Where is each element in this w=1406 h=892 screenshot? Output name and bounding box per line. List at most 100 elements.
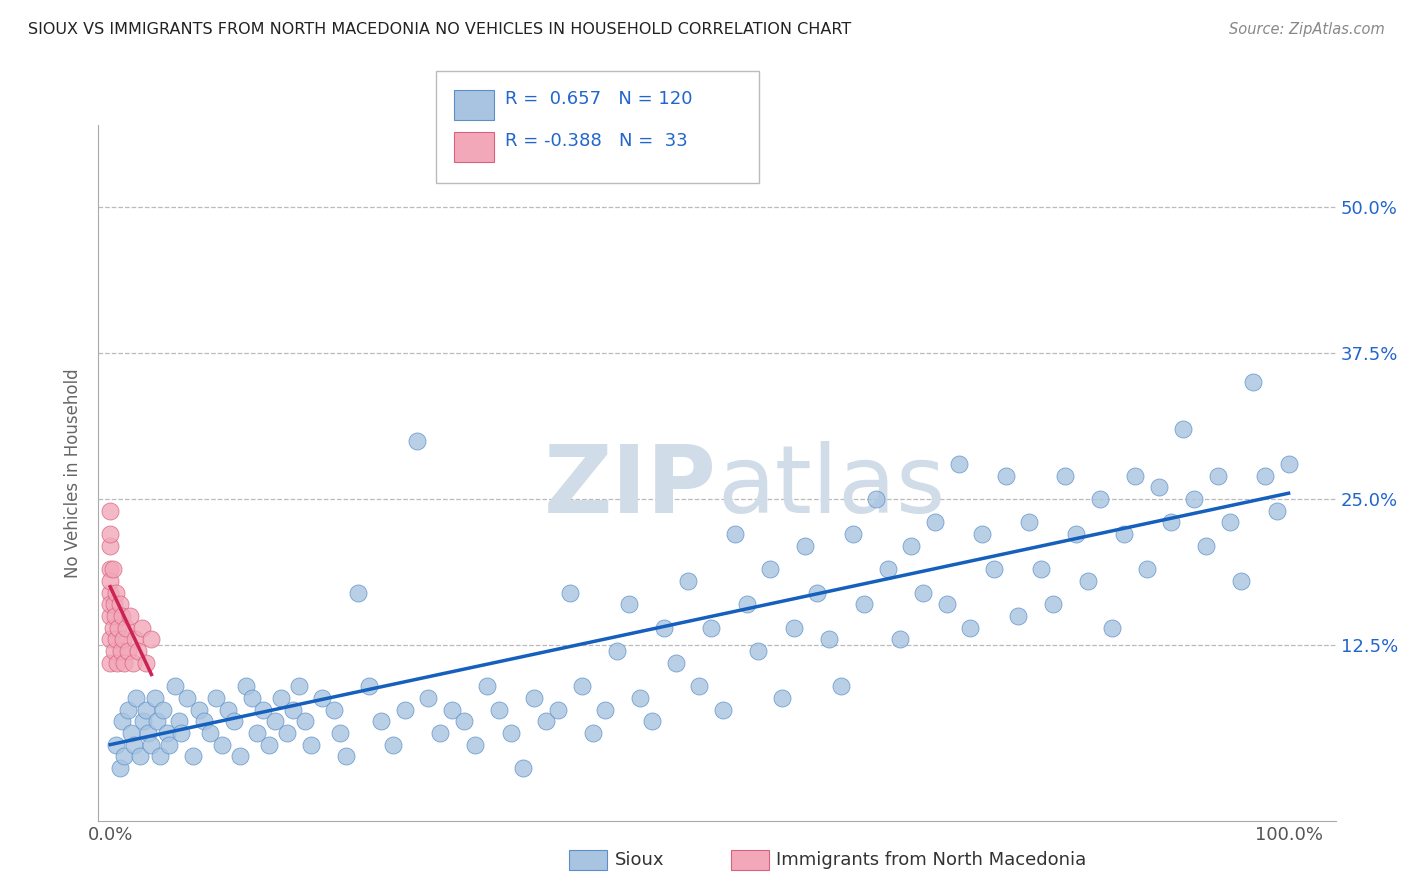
Point	[1195, 539, 1218, 553]
Point	[167, 714, 190, 729]
Point	[499, 726, 522, 740]
Point	[264, 714, 287, 729]
Point	[889, 632, 911, 647]
Point	[135, 656, 157, 670]
Point	[382, 738, 405, 752]
Text: SIOUX VS IMMIGRANTS FROM NORTH MACEDONIA NO VEHICLES IN HOUSEHOLD CORRELATION CH: SIOUX VS IMMIGRANTS FROM NORTH MACEDONIA…	[28, 22, 852, 37]
Point	[453, 714, 475, 729]
Point	[136, 726, 159, 740]
Point	[735, 597, 758, 611]
Point	[1254, 468, 1277, 483]
Point	[229, 749, 252, 764]
Point	[246, 726, 269, 740]
Point	[132, 714, 155, 729]
Point	[122, 738, 145, 752]
Point	[105, 656, 128, 670]
Point	[617, 597, 640, 611]
Point	[1053, 468, 1076, 483]
Point	[558, 585, 581, 599]
Point	[125, 690, 148, 705]
Point	[222, 714, 245, 729]
Point	[1182, 491, 1205, 506]
Point	[112, 632, 135, 647]
Point	[1160, 516, 1182, 530]
Point	[270, 690, 292, 705]
Point	[571, 679, 593, 693]
Point	[900, 539, 922, 553]
Point	[98, 504, 121, 518]
Point	[1029, 562, 1052, 576]
Text: atlas: atlas	[717, 441, 945, 533]
Y-axis label: No Vehicles in Household: No Vehicles in Household	[65, 368, 83, 578]
Point	[1066, 527, 1088, 541]
Point	[98, 632, 121, 647]
Point	[1171, 422, 1194, 436]
Point	[547, 702, 569, 716]
Point	[665, 656, 688, 670]
Point	[1112, 527, 1135, 541]
Point	[747, 644, 769, 658]
Point	[193, 714, 215, 729]
Point	[127, 644, 149, 658]
Point	[1241, 375, 1264, 389]
Point	[830, 679, 852, 693]
Point	[1088, 491, 1111, 506]
Point	[299, 738, 322, 752]
Point	[464, 738, 486, 752]
Point	[103, 644, 125, 658]
Point	[103, 597, 125, 611]
Point	[359, 679, 381, 693]
Point	[141, 632, 163, 647]
Point	[259, 738, 281, 752]
Point	[394, 702, 416, 716]
Point	[117, 644, 139, 658]
Point	[187, 702, 209, 716]
Point	[112, 656, 135, 670]
Point	[405, 434, 427, 448]
Point	[770, 690, 793, 705]
Point	[335, 749, 357, 764]
Point	[105, 632, 128, 647]
Point	[128, 749, 150, 764]
Point	[111, 714, 134, 729]
Point	[112, 749, 135, 764]
Point	[477, 679, 499, 693]
Text: R =  0.657   N = 120: R = 0.657 N = 120	[505, 90, 692, 108]
Point	[759, 562, 782, 576]
Point	[641, 714, 664, 729]
Point	[146, 714, 169, 729]
Point	[994, 468, 1017, 483]
Point	[806, 585, 828, 599]
Point	[853, 597, 876, 611]
Point	[1277, 457, 1299, 471]
Point	[121, 656, 143, 670]
Point	[152, 702, 174, 716]
Point	[370, 714, 392, 729]
Point	[1018, 516, 1040, 530]
Point	[98, 539, 121, 553]
Point	[294, 714, 316, 729]
Point	[1206, 468, 1229, 483]
Point	[156, 726, 179, 740]
Point	[1136, 562, 1159, 576]
Point	[311, 690, 333, 705]
Point	[235, 679, 257, 693]
Point	[1147, 480, 1170, 494]
Point	[711, 702, 734, 716]
Point	[1077, 574, 1099, 588]
Text: R = -0.388   N =  33: R = -0.388 N = 33	[505, 132, 688, 150]
Point	[724, 527, 747, 541]
Text: Source: ZipAtlas.com: Source: ZipAtlas.com	[1229, 22, 1385, 37]
Point	[606, 644, 628, 658]
Point	[287, 679, 309, 693]
Point	[98, 585, 121, 599]
Point	[959, 621, 981, 635]
Point	[346, 585, 368, 599]
Point	[200, 726, 222, 740]
Point	[107, 621, 129, 635]
Point	[948, 457, 970, 471]
Point	[131, 621, 153, 635]
Point	[512, 761, 534, 775]
Point	[149, 749, 172, 764]
Point	[1042, 597, 1064, 611]
